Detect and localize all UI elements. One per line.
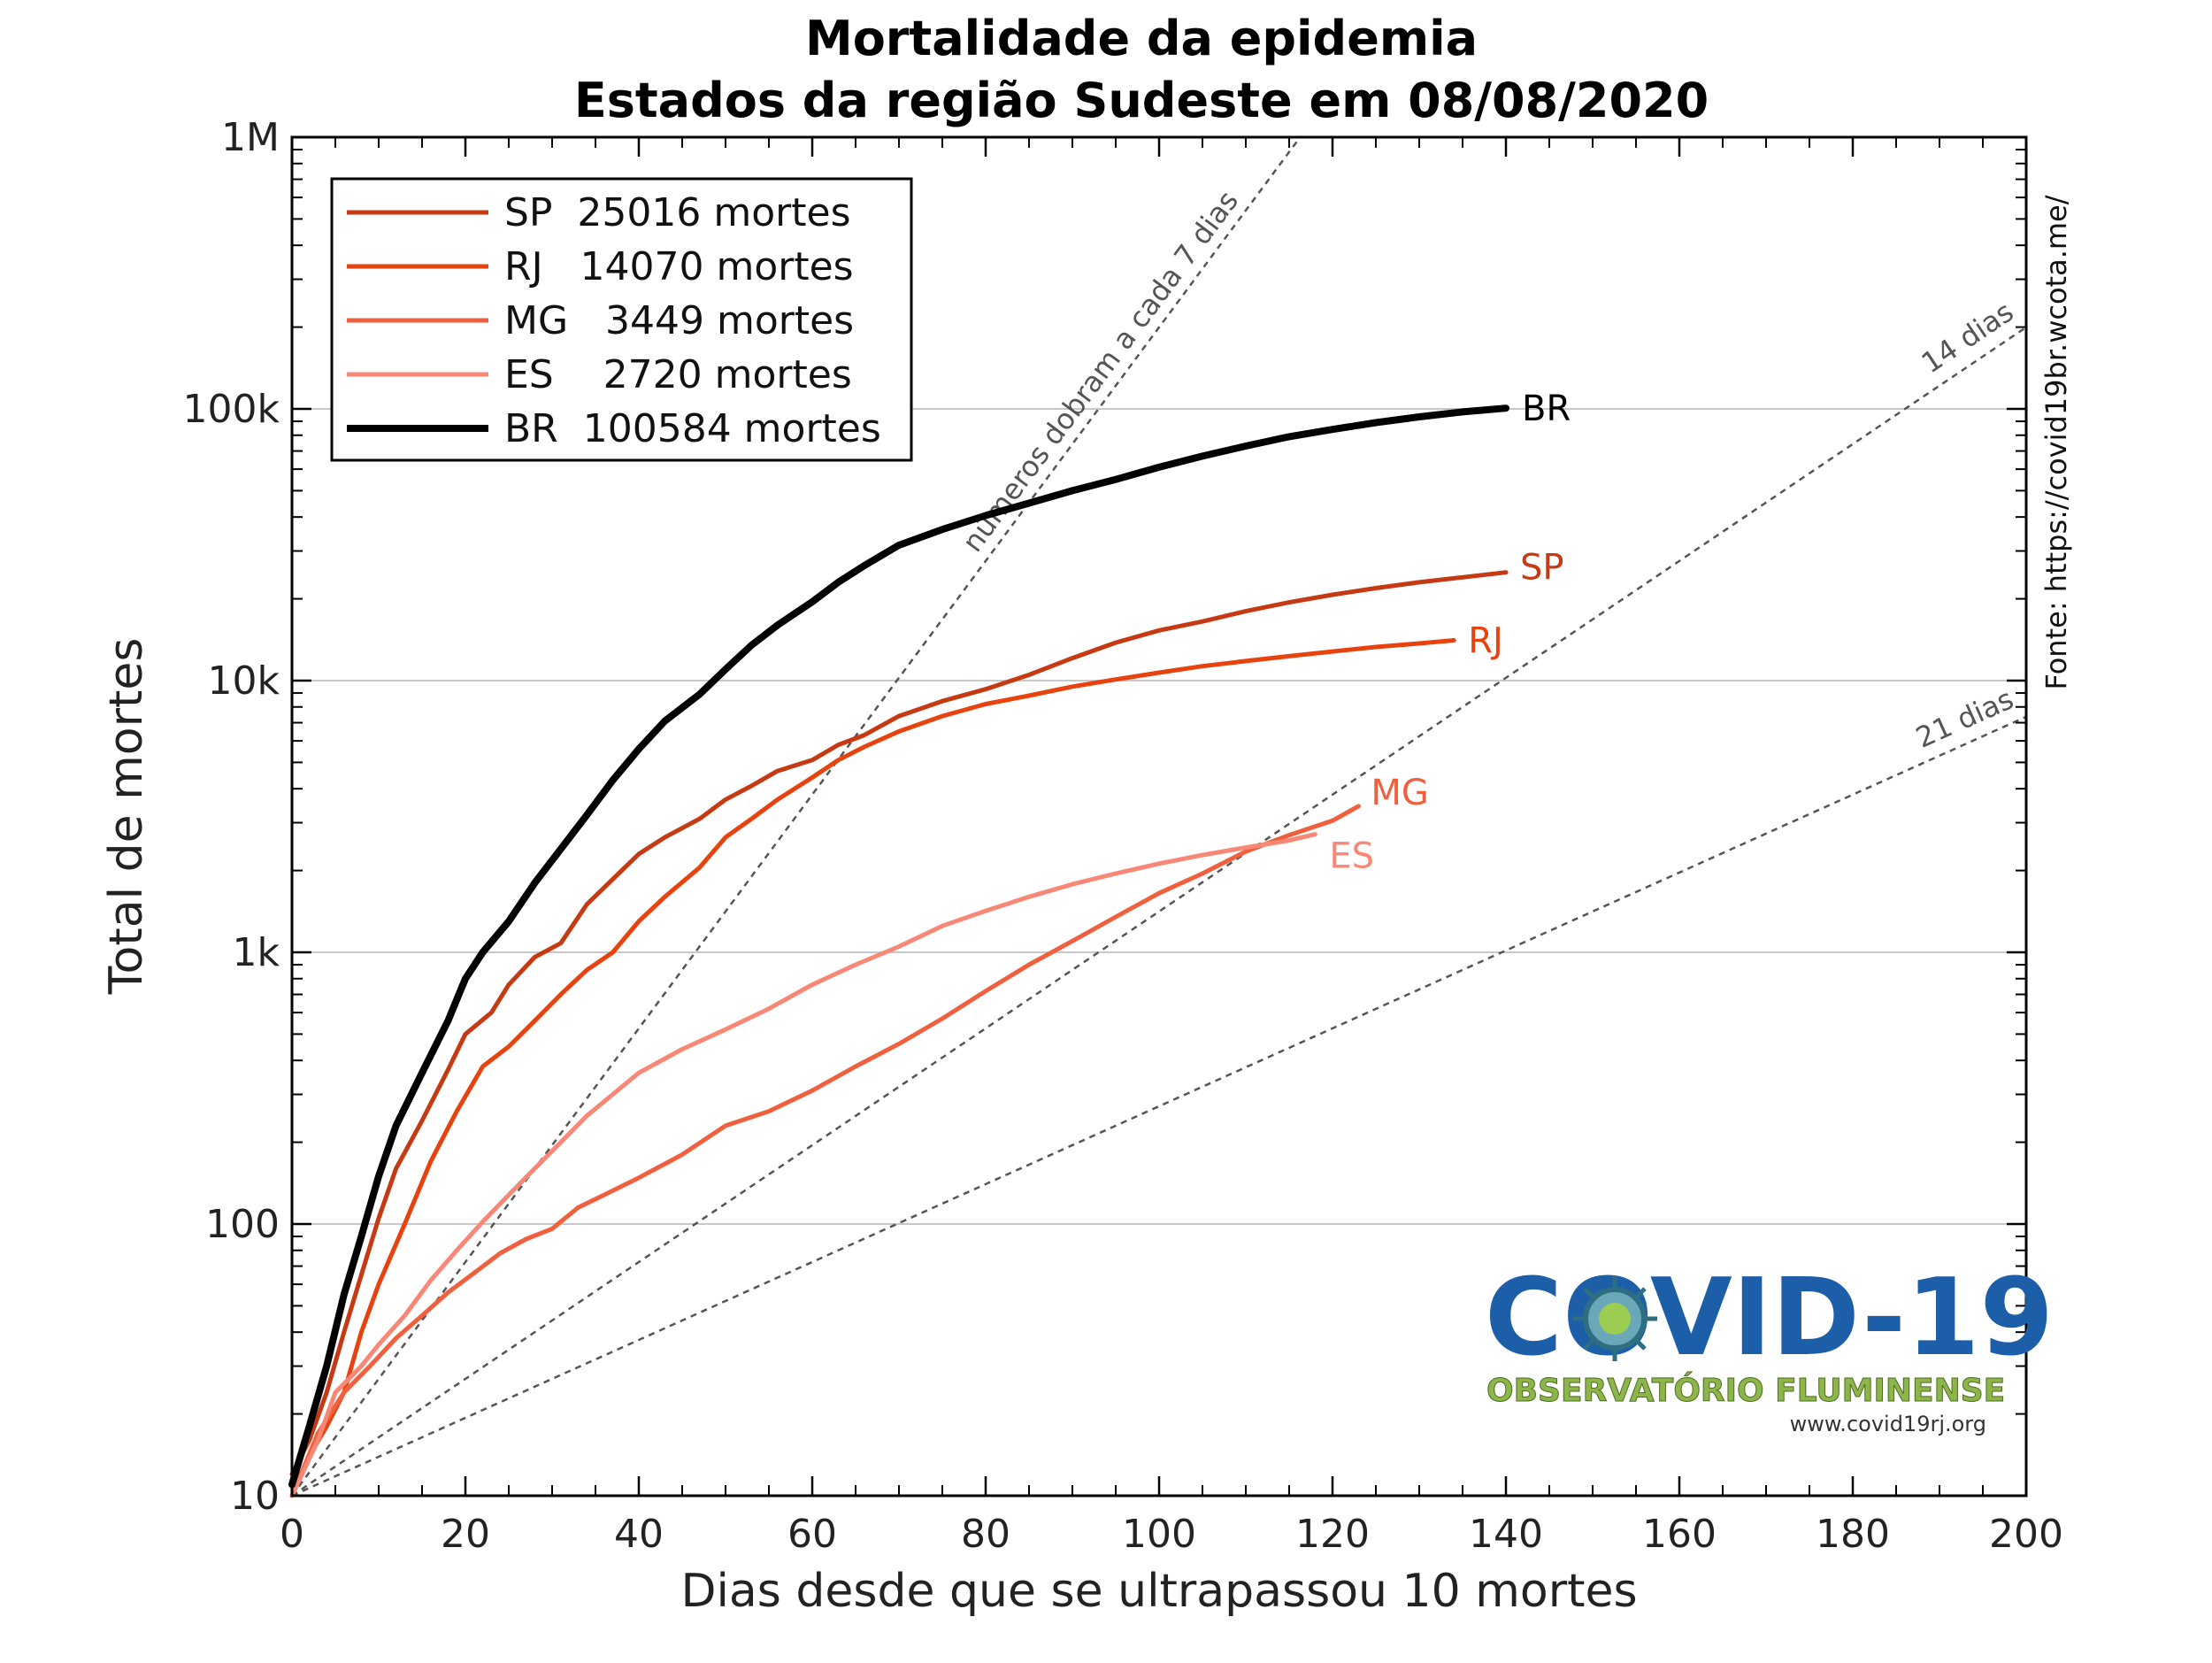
- y-tick-label: 1k: [233, 930, 280, 975]
- doubling-line-14-days: [291, 326, 2027, 1497]
- logo-title: COVID-19: [1485, 1257, 2054, 1380]
- y-tick-label: 100: [205, 1202, 280, 1247]
- x-tick-label: 80: [961, 1512, 1010, 1557]
- legend-label-sp: SP 25016 mortes: [504, 190, 851, 235]
- x-tick-label: 0: [280, 1512, 304, 1557]
- y-tick-label: 10: [230, 1474, 280, 1519]
- x-tick-label: 140: [1469, 1512, 1543, 1557]
- x-tick-label: 40: [614, 1512, 664, 1557]
- y-tick-label: 1M: [221, 115, 280, 160]
- series-line-br: [288, 404, 1509, 1489]
- series-line-mg: [289, 804, 1361, 1498]
- series-end-label-rj: RJ: [1468, 620, 1503, 661]
- x-tick-label: 160: [1642, 1512, 1717, 1557]
- logo-subtitle: OBSERVATÓRIO FLUMINENSE: [1486, 1372, 2005, 1409]
- x-tick-label: 120: [1295, 1512, 1370, 1557]
- x-tick-label: 180: [1816, 1512, 1890, 1557]
- series-end-label-br: BR: [1522, 389, 1571, 429]
- chart-subtitle: Estados da região Sudeste em 08/08/2020: [574, 73, 1709, 128]
- series-end-label-es: ES: [1329, 836, 1374, 877]
- source-note: Fonte: https://covid19br.wcota.me/: [2039, 195, 2073, 689]
- legend-label-br: BR 100584 mortes: [504, 406, 881, 451]
- chart-title: Mortalidade da epidemia: [805, 11, 1478, 66]
- series-lines: SP RJ MG ES BR: [288, 389, 1571, 1498]
- x-tick-label: 20: [441, 1512, 490, 1557]
- series-end-label-mg: MG: [1371, 773, 1429, 813]
- doubling-line-label-7: números dobram a cada 7 dias: [956, 184, 1245, 558]
- covid19-observatorio-logo: COVID-19 OBSERVATÓRIO FLUMINENSE www.cov…: [1485, 1257, 2054, 1436]
- series-end-label-sp: SP: [1520, 548, 1564, 589]
- x-tick-label: 200: [1989, 1512, 2063, 1557]
- x-tick-label: 60: [787, 1512, 837, 1557]
- grid-lines: [292, 408, 2026, 1225]
- doubling-line-7-days: [290, 136, 1302, 1497]
- y-tick-label: 10k: [208, 658, 280, 704]
- virus-icon: [1572, 1276, 1657, 1361]
- series-line-es: [289, 832, 1317, 1498]
- logo-url: www.covid19rj.org: [1790, 1412, 1986, 1436]
- legend-label-rj: RJ 14070 mortes: [504, 244, 854, 289]
- doubling-line-label-14: 14 dias: [1916, 295, 2020, 381]
- y-axis-label: Total de mortes: [100, 638, 153, 996]
- x-axis-label: Dias desde que se ultrapassou 10 mortes: [680, 1565, 1637, 1618]
- axis-ticks: 10 100 1k 10k 100k 1M 0 20 40 60 80 100 120 140 160 180…: [183, 115, 2063, 1557]
- legend-label-es: ES 2720 mortes: [504, 352, 852, 397]
- legend-label-mg: MG 3449 mortes: [504, 298, 854, 343]
- series-line-sp: [289, 570, 1509, 1477]
- legend: SP 25016 mortes RJ 14070 mortes MG 3449 mo…: [330, 177, 913, 462]
- x-tick-label: 100: [1122, 1512, 1196, 1557]
- y-tick-label: 100k: [183, 387, 280, 432]
- series-line-rj: [289, 638, 1456, 1498]
